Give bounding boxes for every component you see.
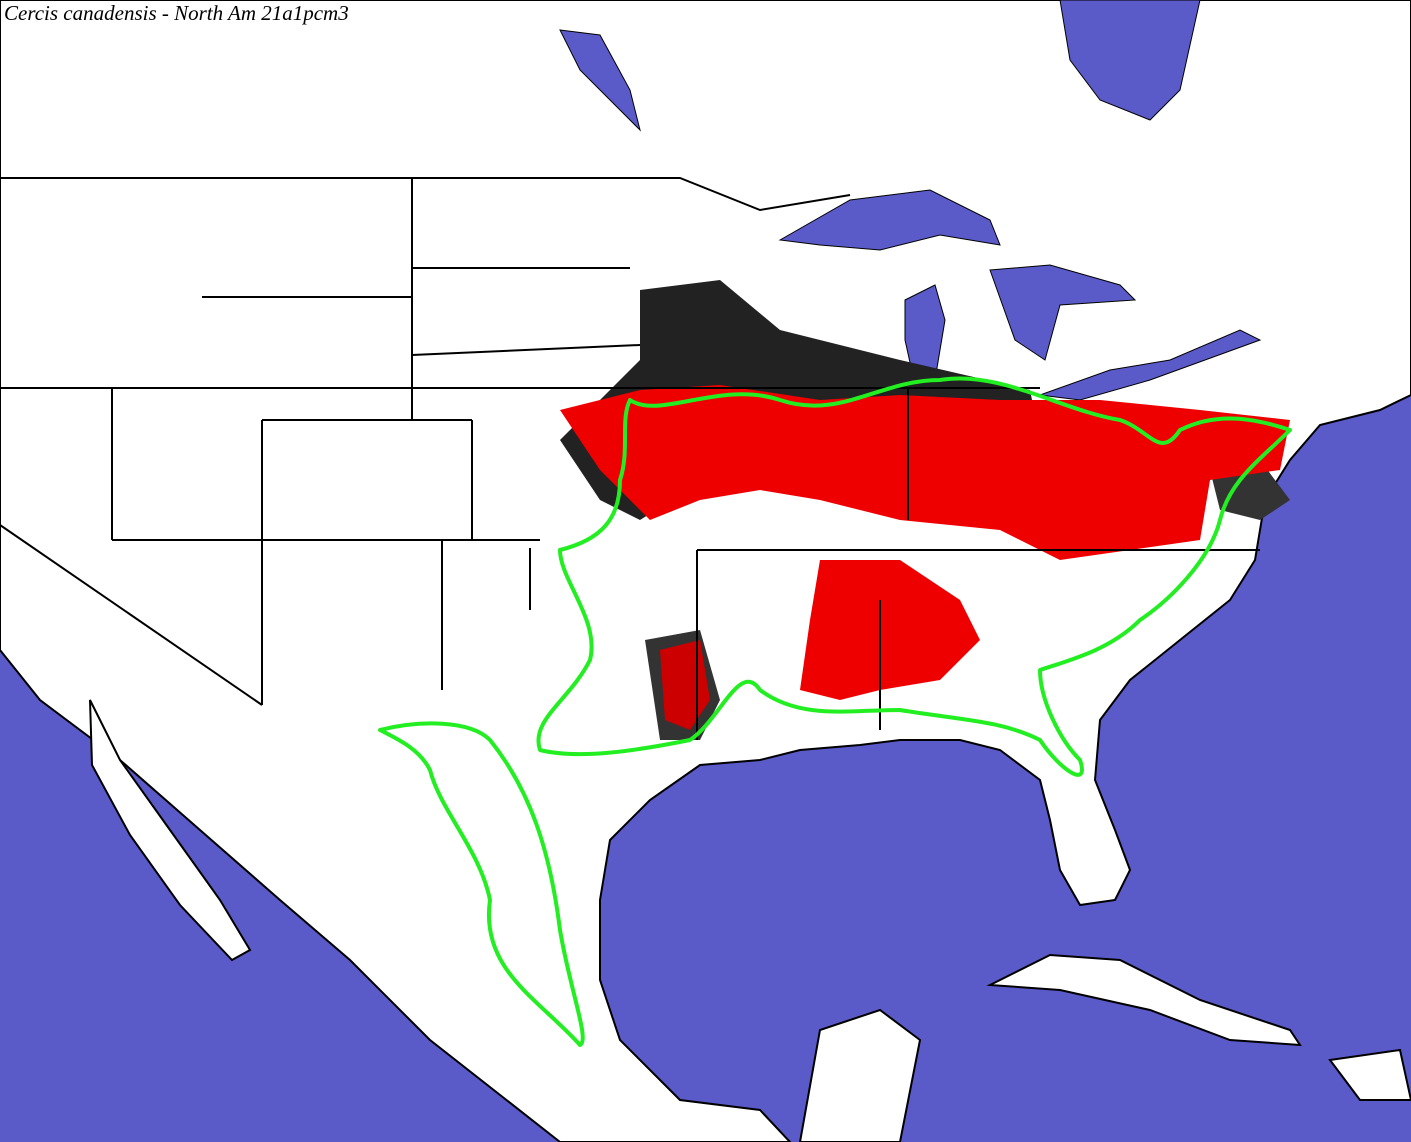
range-red: [560, 385, 1290, 730]
hispaniola: [1328, 1048, 1411, 1101]
baja: [89, 699, 252, 962]
lake-huron: [989, 264, 1137, 361]
native-range-outline: [378, 376, 1292, 1047]
lake-erie-ontario: [1039, 329, 1262, 401]
cuba: [986, 953, 1302, 1047]
hudson-bay: [1059, 0, 1201, 121]
state-borders: [0, 177, 1260, 740]
yucatan: [798, 1008, 922, 1142]
lake-superior: [778, 189, 1001, 251]
lake: [559, 29, 641, 132]
map-title: Cercis canadensis - North Am 21a1pcm3: [4, 1, 349, 25]
